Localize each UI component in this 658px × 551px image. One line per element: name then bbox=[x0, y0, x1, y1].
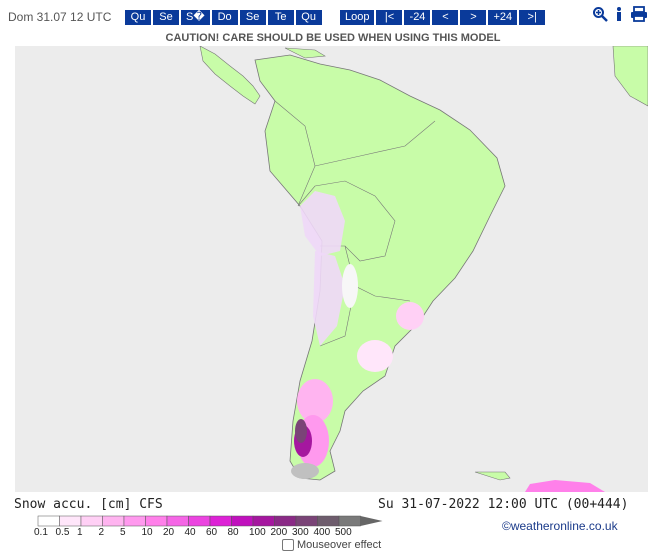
legend-label: 60 bbox=[206, 527, 218, 538]
control-button[interactable]: |< bbox=[376, 10, 403, 25]
legend-swatch bbox=[145, 515, 168, 527]
legend-swatch bbox=[166, 515, 189, 527]
map bbox=[15, 46, 648, 492]
legend-swatch bbox=[209, 515, 232, 527]
zoom-icon[interactable] bbox=[592, 6, 608, 22]
legend-swatch bbox=[252, 515, 275, 527]
legend-label: 1 bbox=[77, 527, 83, 538]
legend-label: 40 bbox=[184, 527, 196, 538]
legend-swatch bbox=[274, 515, 297, 527]
day-button[interactable]: Se bbox=[239, 10, 266, 25]
day-buttons: Qu Se S� Do Se Te Qu bbox=[125, 10, 322, 25]
day-button[interactable]: Do bbox=[211, 10, 238, 25]
legend-arrow bbox=[360, 516, 383, 526]
legend-label: 0.5 bbox=[55, 527, 70, 538]
control-button[interactable]: > bbox=[460, 10, 487, 25]
day-button[interactable]: Qu bbox=[295, 10, 322, 25]
legend-swatch bbox=[59, 515, 82, 527]
mouseover-option[interactable]: Mouseover effect bbox=[282, 539, 381, 551]
legend-swatch bbox=[338, 515, 361, 527]
day-button[interactable]: Se bbox=[153, 10, 179, 25]
legend-label: 400 bbox=[313, 527, 331, 538]
legend-label: 5 bbox=[120, 527, 126, 538]
checkbox[interactable] bbox=[282, 539, 294, 551]
control-button[interactable]: Loop bbox=[340, 10, 375, 25]
legend-swatch bbox=[295, 515, 318, 527]
legend-label: 20 bbox=[163, 527, 175, 538]
day-button[interactable]: Qu bbox=[125, 10, 151, 25]
info-icon[interactable] bbox=[614, 6, 624, 22]
legend-label: 2 bbox=[98, 527, 105, 538]
legend-swatch bbox=[188, 515, 211, 527]
legend-swatch bbox=[80, 515, 103, 527]
legend-label: 200 bbox=[270, 527, 288, 538]
legend-label: 10 bbox=[141, 527, 153, 538]
legend-label: 300 bbox=[292, 527, 309, 538]
control-button[interactable]: +24 bbox=[488, 10, 518, 25]
control-button[interactable]: >| bbox=[519, 10, 546, 25]
legend-label: 80 bbox=[227, 527, 239, 538]
caution-text: CAUTION! CARE SHOULD BE USED WHEN USING … bbox=[165, 32, 501, 44]
control-button[interactable]: -24 bbox=[404, 10, 431, 25]
legend-swatch bbox=[231, 515, 254, 527]
color-legend bbox=[37, 515, 383, 527]
legend-swatch bbox=[102, 515, 125, 527]
animation-controls: Loop |< -24 < > +24 >| bbox=[340, 10, 546, 25]
legend-swatch bbox=[37, 515, 60, 527]
date: Dom 31.07 12 UTC bbox=[8, 10, 112, 24]
legend-label: 500 bbox=[335, 527, 352, 538]
control-button[interactable]: < bbox=[432, 10, 459, 25]
toolbar-icons bbox=[592, 6, 648, 22]
legend-swatch bbox=[317, 515, 340, 527]
copyright: ©weatheronline.co.uk bbox=[502, 519, 618, 533]
day-button[interactable]: S� bbox=[181, 10, 210, 25]
legend-swatch bbox=[123, 515, 146, 527]
legend-label: 100 bbox=[249, 527, 266, 538]
valid-time: Su 31-07-2022 12:00 UTC (00+444) bbox=[378, 497, 629, 512]
mouseover-label: Mouseover effect bbox=[297, 539, 382, 551]
legend-title: Snow accu. [cm] CFS bbox=[14, 497, 163, 512]
print-icon[interactable] bbox=[630, 6, 648, 22]
day-button[interactable]: Te bbox=[267, 10, 294, 25]
legend-label: 0.1 bbox=[34, 527, 48, 538]
